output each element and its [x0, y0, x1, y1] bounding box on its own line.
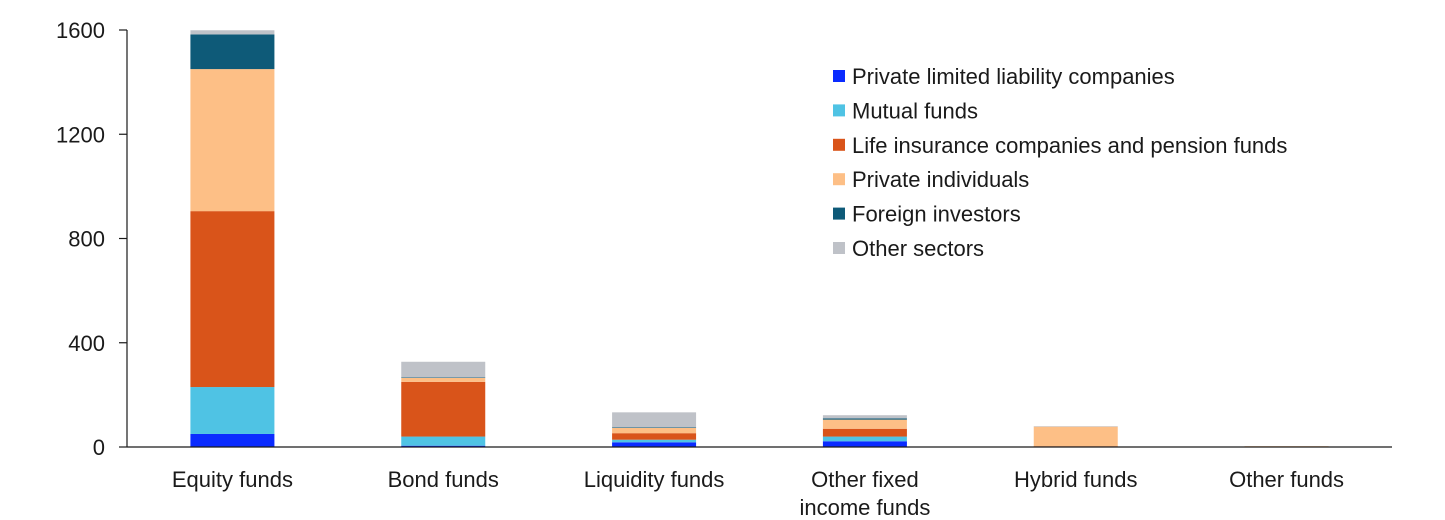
bar-segment — [612, 427, 697, 428]
x-tick-label: Liquidity funds — [584, 467, 725, 492]
bar-segment — [1033, 426, 1118, 427]
y-tick-label: 1600 — [56, 18, 105, 43]
bar-segment — [190, 387, 275, 434]
bar-segment — [1033, 426, 1118, 447]
x-tick-label: Other fixed income funds — [799, 467, 930, 520]
bar-segment — [612, 433, 697, 440]
bar-segment — [612, 427, 697, 434]
bar-segment — [822, 415, 907, 419]
legend-swatch — [833, 138, 845, 151]
legend-swatch — [833, 173, 845, 186]
y-tick-label: 0 — [93, 435, 105, 460]
legend-label: Mutual funds — [852, 98, 978, 123]
bar-segment — [401, 377, 486, 378]
bar-segment — [401, 377, 486, 382]
legend-label: Life insurance companies and pension fun… — [852, 133, 1287, 158]
legend: Private limited liability companies Mutua… — [833, 64, 1287, 261]
x-tick-label: Hybrid funds — [1014, 467, 1138, 492]
legend-swatch — [833, 242, 845, 254]
legend-swatch — [833, 207, 845, 220]
bar-segment — [401, 361, 486, 378]
bar-segment — [822, 418, 907, 420]
legend-label: Foreign investors — [852, 202, 1021, 227]
legend-label: Private limited liability companies — [852, 64, 1175, 89]
y-tick-label: 1200 — [56, 122, 105, 147]
x-tick-label: Other funds — [1229, 467, 1344, 492]
bar-segment — [401, 436, 486, 446]
legend-swatch — [833, 104, 845, 117]
legend-swatch — [833, 70, 845, 82]
bar-segment — [612, 442, 697, 447]
bar-segment — [822, 428, 907, 437]
bar-segment — [401, 445, 486, 447]
bar-segment — [822, 441, 907, 447]
x-axis: Equity funds Bond funds Liquidity funds Oth… — [127, 446, 1392, 520]
bar-segment — [822, 419, 907, 429]
y-tick-label: 400 — [68, 331, 105, 356]
bar-segment — [822, 436, 907, 442]
bar-segment — [612, 412, 697, 428]
bar-segment — [401, 381, 486, 437]
y-tick-label: 800 — [68, 227, 105, 252]
bar-segment — [190, 433, 275, 447]
bar-segment — [190, 34, 275, 70]
legend-label: Private individuals — [852, 167, 1029, 192]
bar-segment — [190, 69, 275, 212]
y-axis: 0 400 800 1200 1600 — [56, 18, 128, 460]
bar-segment — [190, 30, 275, 35]
x-tick-label: Equity funds — [172, 467, 293, 492]
bar-segment — [190, 211, 275, 388]
bar-segment — [612, 439, 697, 443]
legend-label: Other sectors — [852, 236, 984, 261]
x-tick-label: Bond funds — [388, 467, 499, 492]
bars — [190, 30, 1329, 448]
